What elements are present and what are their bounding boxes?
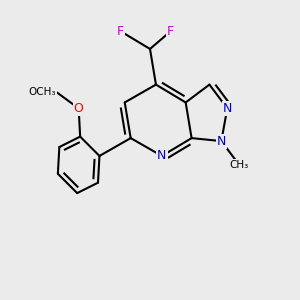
- Text: OCH₃: OCH₃: [29, 87, 56, 97]
- Text: N: N: [157, 149, 167, 162]
- Text: CH₃: CH₃: [230, 160, 249, 170]
- Text: N: N: [223, 102, 232, 115]
- Text: F: F: [117, 25, 124, 38]
- Text: F: F: [167, 25, 174, 38]
- Text: N: N: [217, 135, 226, 148]
- Text: O: O: [74, 102, 84, 115]
